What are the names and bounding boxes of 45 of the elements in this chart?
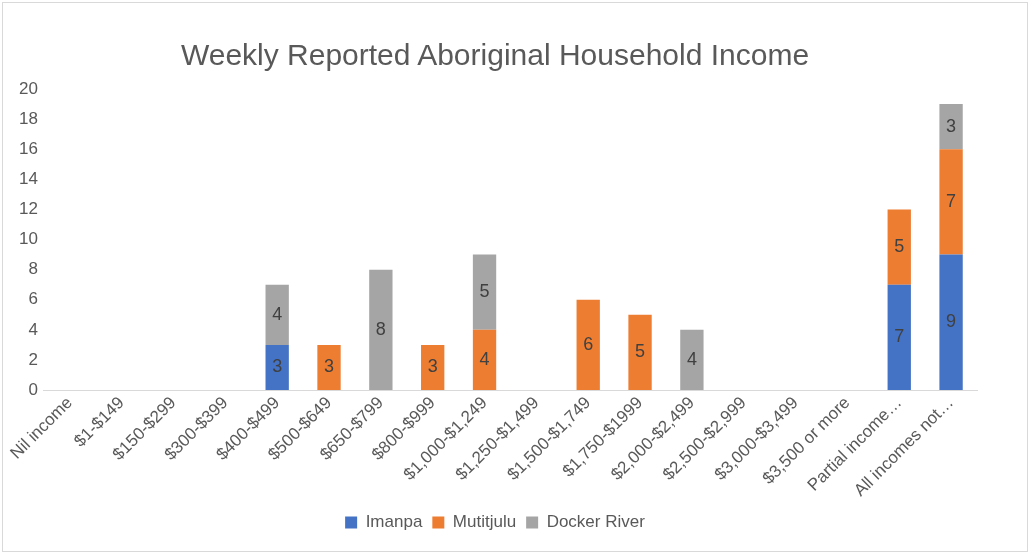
y-tick-label: 18 [18, 108, 38, 128]
y-tick-label: 14 [18, 169, 38, 188]
data-label: 9 [946, 311, 957, 332]
data-label: 3 [272, 356, 283, 377]
data-label: 5 [479, 281, 490, 302]
bar [472, 254, 497, 330]
bar [939, 149, 963, 255]
y-tick-label: 16 [18, 138, 38, 158]
bar [680, 329, 704, 391]
bar [576, 299, 600, 391]
data-label: 3 [427, 356, 438, 377]
bar [472, 329, 497, 391]
data-label: 4 [272, 303, 283, 324]
y-tick-label: 10 [18, 229, 38, 249]
bar [265, 284, 289, 345]
data-label: 3 [946, 115, 957, 136]
legend-label: Mutitjulu [452, 512, 517, 532]
bar [939, 104, 963, 150]
y-tick-label: 12 [18, 199, 38, 219]
y-tick-label: 2 [28, 349, 38, 369]
y-tick-label: 4 [28, 319, 38, 339]
data-label: 5 [894, 236, 905, 257]
legend-label: Imanpa [365, 512, 423, 532]
data-label: 4 [479, 348, 490, 369]
y-tick-label: 0 [28, 379, 38, 399]
data-label: 6 [583, 333, 594, 354]
data-label: 7 [946, 190, 957, 211]
data-label: 7 [894, 326, 905, 347]
bar [887, 284, 911, 391]
data-label: 8 [375, 318, 386, 339]
data-label: 4 [686, 348, 697, 369]
data-label: 3 [324, 356, 335, 377]
legend-label: Docker River [546, 512, 646, 532]
chart-title: Weekly Reported Aboriginal Household Income [180, 38, 810, 72]
bar [369, 269, 393, 391]
bar [628, 314, 652, 391]
y-tick-label: 20 [18, 78, 38, 98]
bar [317, 344, 341, 391]
data-label: 5 [635, 341, 646, 362]
bar [265, 344, 289, 391]
y-tick-label: 8 [28, 259, 38, 279]
bar [421, 344, 445, 391]
bar [887, 209, 911, 285]
bar [939, 254, 963, 391]
y-tick-label: 6 [28, 289, 38, 309]
